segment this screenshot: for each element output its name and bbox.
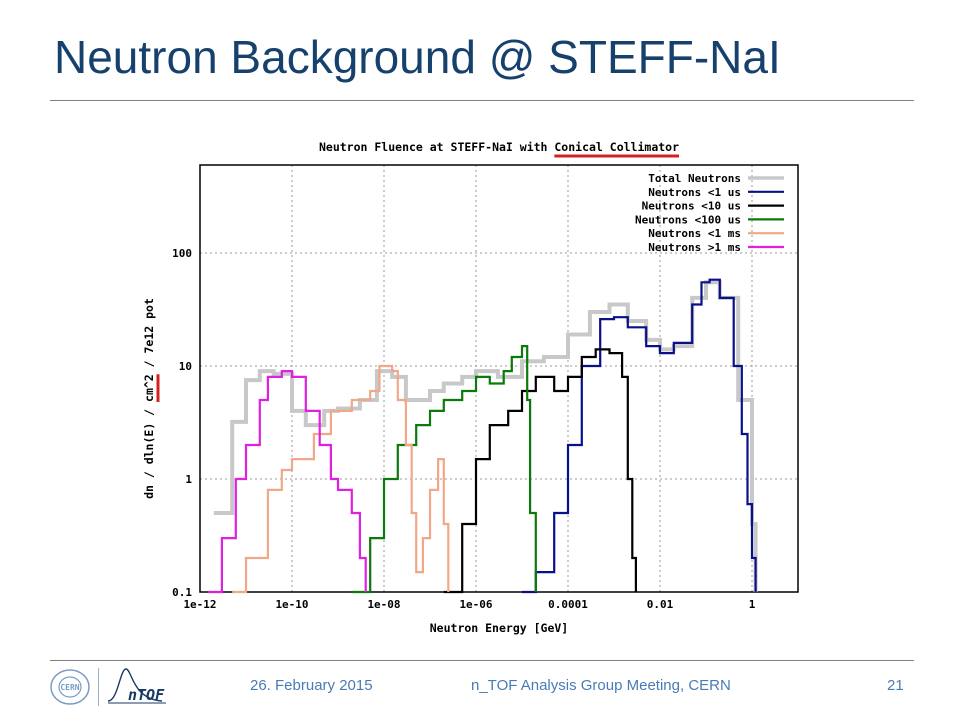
- ntof-logo-icon: nTOF: [107, 668, 166, 704]
- svg-text:nTOF: nTOF: [128, 686, 165, 704]
- page-number: 21: [887, 677, 904, 694]
- y-axis-label: dn / dln(E) / cm^2 / 7e12 pot: [142, 298, 156, 499]
- x-tick-label: 0.0001: [548, 598, 588, 611]
- chart-ticks: 1e-12 1e-10 1e-08 1e-06 0.0001 0.01 1 0.1 1 10 100: [172, 247, 756, 611]
- x-tick-label: 1e-12: [183, 598, 216, 611]
- x-tick-label: 1e-06: [459, 598, 492, 611]
- footer-divider: [50, 660, 914, 661]
- legend-label-6: Neutrons >1 ms: [648, 241, 741, 254]
- y-tick-label: 100: [172, 247, 192, 260]
- x-tick-label: 1e-10: [275, 598, 308, 611]
- legend-label-3: Neutrons <10 us: [642, 200, 741, 213]
- series-line-1: [213, 280, 758, 592]
- x-tick-label: 0.01: [647, 598, 674, 611]
- x-tick-label: 1: [749, 598, 756, 611]
- series-line-2: [522, 278, 757, 594]
- slide-title: Neutron Background @ STEFF-NaI: [54, 31, 781, 83]
- footer-meeting: n_TOF Analysis Group Meeting, CERN: [471, 677, 731, 694]
- chart-title: Neutron Fluence at STEFF-NaI with Conica…: [319, 140, 679, 154]
- legend-label-4: Neutrons <100 us: [635, 213, 741, 226]
- x-tick-label: 1e-08: [367, 598, 400, 611]
- series-line-5: [232, 364, 450, 594]
- svg-text:CERN: CERN: [60, 683, 79, 692]
- legend-label-2: Neutrons <1 us: [648, 186, 741, 199]
- neutron-fluence-chart: 1e-12 1e-10 1e-08 1e-06 0.0001 0.01 1 0.1 1 10 100…: [142, 140, 799, 635]
- series-line-6: [208, 370, 367, 594]
- logo-separator: [98, 668, 99, 706]
- footer-date: 26. February 2015: [250, 677, 373, 694]
- series-line-3: [443, 348, 637, 594]
- y-tick-label: 1: [185, 473, 192, 486]
- cern-logo-icon: CERN: [50, 669, 90, 705]
- legend-label-5: Neutrons <1 ms: [648, 227, 741, 240]
- chart-series: [208, 278, 758, 594]
- x-axis-label: Neutron Energy [GeV]: [430, 621, 568, 635]
- y-tick-label: 10: [179, 360, 192, 373]
- title-divider: [50, 100, 914, 101]
- plot-frame: [199, 164, 799, 593]
- y-tick-label: 0.1: [172, 586, 192, 599]
- series-line-4: [351, 345, 537, 594]
- legend-label-1: Total Neutrons: [648, 172, 741, 185]
